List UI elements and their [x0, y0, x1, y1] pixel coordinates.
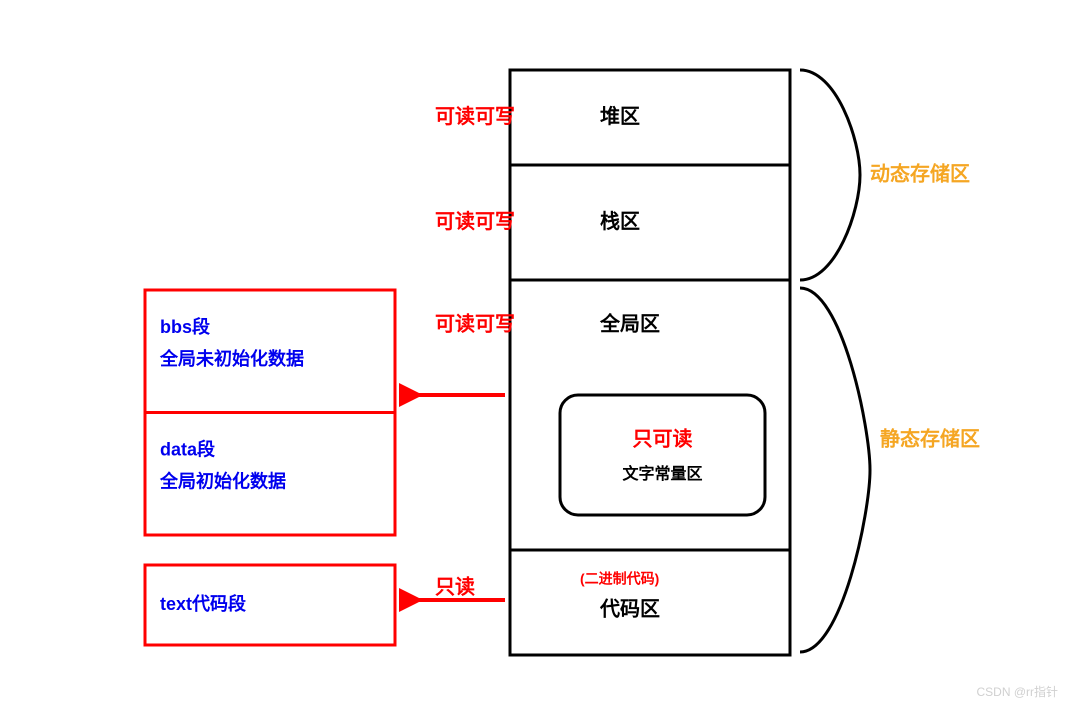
brace-dynamic	[800, 70, 860, 280]
memory-layout-diagram: 堆区可读可写栈区可读可写全局区可读可写代码区只读(二进制代码)只可读文字常量区b…	[0, 0, 1068, 706]
left-bottom-line1: text代码段	[160, 593, 247, 614]
const-area-box	[560, 395, 765, 515]
mem-stack-perm: 可读可写	[435, 209, 515, 233]
const-area-perm: 只可读	[633, 426, 693, 450]
mem-global-perm: 可读可写	[435, 311, 515, 335]
left-row-1-line2: 全局初始化数据	[159, 470, 286, 491]
mem-code-note: (二进制代码)	[580, 571, 659, 587]
mem-stack-label: 栈区	[600, 210, 640, 233]
mem-code-perm: 只读	[435, 574, 475, 598]
left-row-1-line1: data段	[160, 438, 216, 459]
mem-stack	[510, 165, 790, 280]
brace-static	[800, 288, 870, 652]
mem-code-label: 代码区	[599, 597, 660, 620]
brace-dynamic-label: 动态存储区	[870, 161, 970, 185]
mem-heap	[510, 70, 790, 165]
left-row-0-line2: 全局未初始化数据	[159, 348, 304, 369]
mem-heap-label: 堆区	[600, 104, 640, 128]
left-row-0-line1: bbs段	[160, 316, 211, 337]
const-area-label: 文字常量区	[622, 464, 702, 483]
brace-static-label: 静态存储区	[880, 426, 980, 450]
mem-global-label: 全局区	[599, 311, 660, 335]
mem-heap-perm: 可读可写	[435, 104, 515, 128]
watermark: CSDN @rr指针	[976, 683, 1058, 700]
